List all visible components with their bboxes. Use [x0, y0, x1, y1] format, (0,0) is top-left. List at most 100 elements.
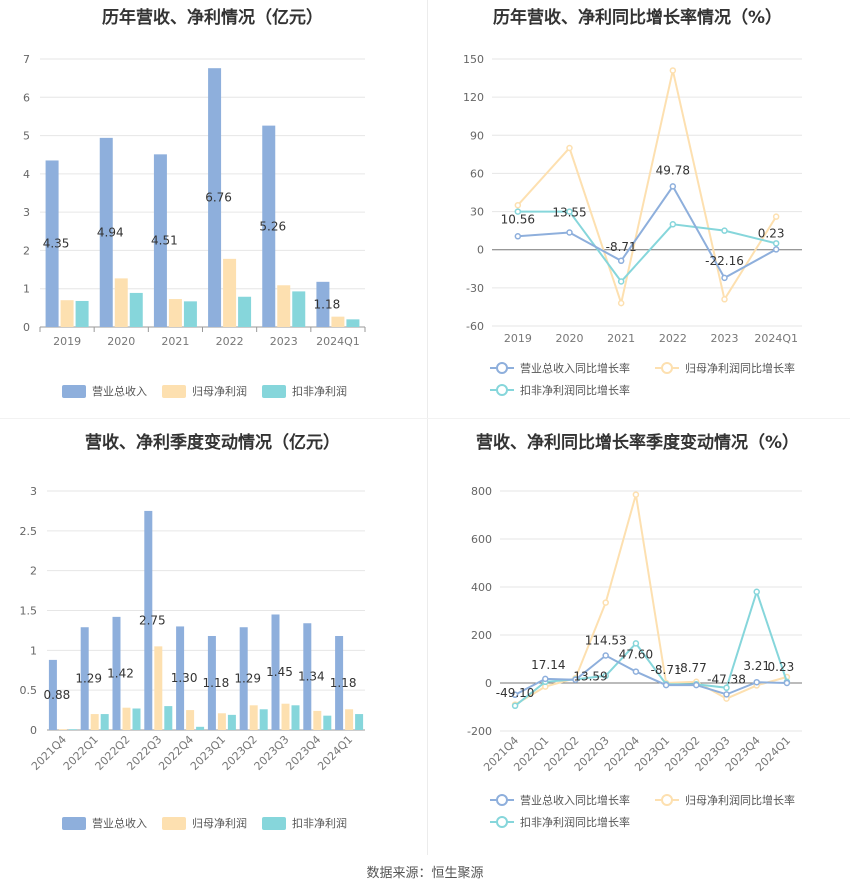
- data-label: 1.29: [75, 672, 102, 686]
- bar: [114, 278, 128, 327]
- data-label: 1.34: [298, 670, 325, 684]
- legend-label: 归母净利润同比增长率: [685, 793, 795, 807]
- legend-swatch: [162, 817, 186, 830]
- data-point: [662, 681, 670, 689]
- quarterly-amount-chart: 00.511.522.530.882021Q41.292022Q11.42202…: [20, 485, 365, 830]
- data-point: [721, 227, 728, 234]
- bar: [144, 510, 153, 730]
- vertical-divider: [427, 0, 428, 855]
- annual-growth-chart-panel: 历年营收、净利同比增长率情况（%） -60 -30 0 30 60 90 120 150 201…: [425, 0, 850, 415]
- legend-item: 营业总收入同比增长率: [490, 361, 630, 375]
- legend-label: 营业总收入: [92, 384, 147, 398]
- data-point: [669, 67, 677, 74]
- bar: [75, 300, 89, 327]
- y-tick-label: 90: [470, 129, 484, 142]
- bar: [313, 710, 322, 730]
- bar: [164, 706, 173, 730]
- x-tick-label: 2022: [659, 332, 687, 345]
- legend-label: 扣非净利润同比增长率: [520, 383, 630, 397]
- legend-marker: [496, 362, 508, 374]
- data-label: 47.60: [619, 648, 653, 662]
- data-label: -8.71: [651, 663, 682, 677]
- bar: [262, 125, 276, 327]
- bar: [355, 714, 364, 730]
- legend-label: 营业总收入同比增长率: [520, 361, 630, 375]
- legend-label: 扣非净利润: [292, 816, 347, 830]
- bar: [345, 709, 354, 730]
- data-point: [566, 144, 573, 152]
- data-point: [693, 681, 700, 689]
- series-line: [517, 184, 777, 280]
- data-label: 4.35: [43, 237, 70, 251]
- bar: [129, 292, 143, 327]
- legend-label: 扣非净利润同比增长率: [520, 815, 630, 829]
- data-point: [542, 675, 549, 683]
- y-tick-label: 1: [23, 283, 30, 296]
- y-tick-label: 800: [471, 485, 492, 498]
- bar: [176, 626, 185, 730]
- data-point: [723, 684, 730, 692]
- y-tick-label: 1: [30, 644, 37, 657]
- bar: [259, 709, 268, 730]
- legend-marker: [496, 384, 508, 396]
- bar: [346, 319, 360, 327]
- legend-item: 扣非净利润: [262, 384, 347, 398]
- data-label: 4.51: [151, 234, 178, 248]
- data-label: 17.14: [531, 658, 565, 672]
- y-tick-label: 4: [23, 168, 30, 181]
- bar: [99, 137, 113, 327]
- data-point: [721, 296, 728, 303]
- legend-item: 归母净利润: [162, 384, 247, 398]
- data-point: [602, 652, 609, 659]
- data-point: [602, 672, 609, 680]
- series-line: [514, 494, 788, 706]
- data-point: [566, 229, 573, 236]
- legend-item: 归母净利润同比增长率: [655, 793, 795, 807]
- y-tick-label: 0: [485, 677, 492, 690]
- bar: [186, 710, 195, 730]
- y-tick-label: 1.5: [20, 605, 38, 618]
- data-label: -8.71: [606, 240, 637, 254]
- legend-marker: [661, 794, 673, 806]
- data-point: [514, 208, 522, 215]
- data-label: 13.59: [573, 670, 607, 684]
- y-tick-label: 0: [477, 244, 484, 257]
- y-tick-label: -60: [466, 320, 484, 333]
- legend-item: 营业总收入: [62, 816, 147, 830]
- series-line: [517, 210, 777, 284]
- data-point: [669, 221, 677, 228]
- data-point: [632, 668, 640, 675]
- legend-item: 营业总收入: [62, 384, 147, 398]
- data-point: [617, 299, 625, 307]
- series-line: [517, 70, 778, 307]
- chart-title: 历年营收、净利同比增长率情况（%）: [492, 8, 783, 28]
- bar: [249, 705, 258, 730]
- y-tick-label: 7: [23, 53, 30, 66]
- y-tick-label: 0: [23, 321, 30, 334]
- y-tick-label: 2: [30, 565, 37, 578]
- data-point: [514, 201, 522, 209]
- bar: [316, 281, 330, 327]
- legend-swatch: [162, 385, 186, 398]
- chart-title: 历年营收、净利情况（亿元）: [102, 8, 323, 28]
- x-tick-label: 2021: [607, 332, 635, 345]
- bar: [122, 707, 131, 730]
- data-label: 3.21: [743, 659, 770, 673]
- bar: [90, 714, 99, 730]
- x-tick-label: 2024Q1: [754, 332, 798, 345]
- bar: [291, 705, 300, 730]
- x-tick-label: 2024Q1: [316, 335, 360, 348]
- data-label: 10.56: [501, 212, 535, 226]
- bar: [207, 635, 216, 730]
- data-point: [753, 588, 760, 596]
- bar: [60, 300, 74, 327]
- data-point: [514, 233, 522, 240]
- bar: [271, 614, 280, 730]
- y-tick-label: 2: [23, 244, 30, 257]
- data-point: [783, 679, 791, 687]
- legend-marker: [496, 794, 508, 806]
- bar: [223, 258, 237, 327]
- data-label: 0.88: [44, 688, 71, 702]
- legend-label: 归母净利润同比增长率: [685, 361, 795, 375]
- data-point: [572, 676, 579, 683]
